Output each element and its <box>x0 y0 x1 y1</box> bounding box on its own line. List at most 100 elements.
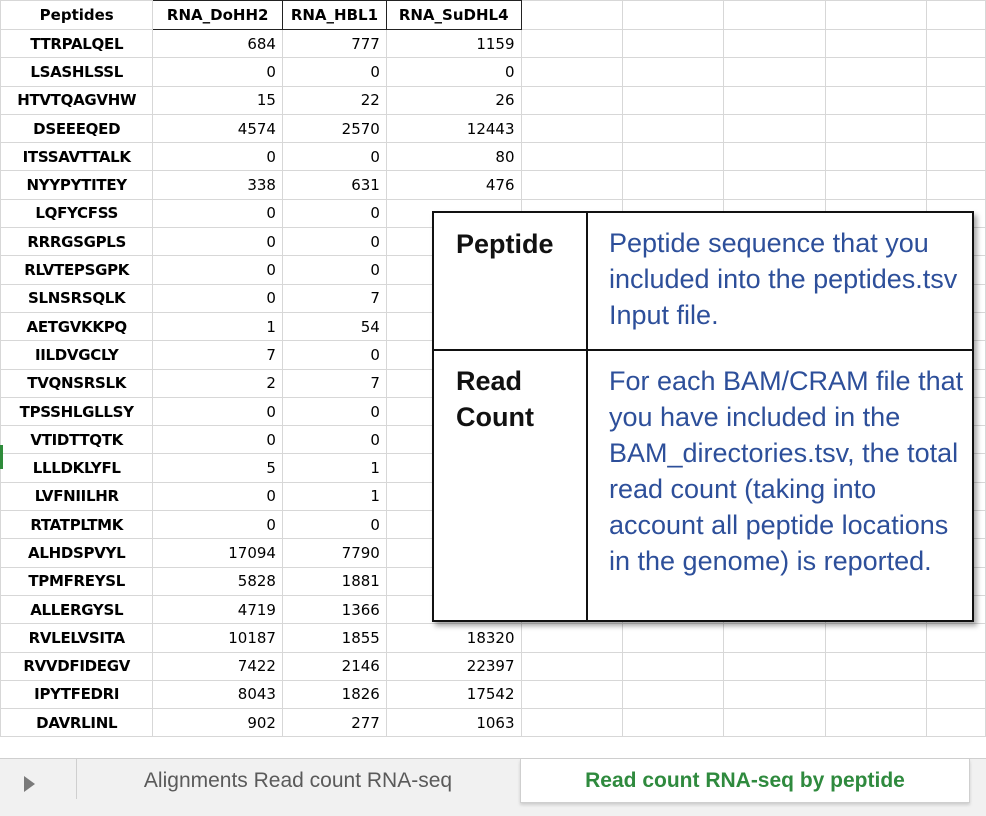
empty-cell[interactable] <box>621 142 725 172</box>
count-cell[interactable]: 5 <box>152 453 283 483</box>
empty-cell[interactable] <box>824 0 928 30</box>
count-cell[interactable]: 22397 <box>385 651 522 681</box>
count-cell[interactable]: 277 <box>281 708 387 738</box>
empty-cell[interactable] <box>520 113 623 144</box>
empty-cell[interactable] <box>723 57 826 87</box>
peptide-cell[interactable]: IILDVGCLY <box>0 340 154 370</box>
empty-cell[interactable] <box>621 170 725 200</box>
count-cell[interactable]: 0 <box>152 142 283 172</box>
count-cell[interactable]: 12443 <box>385 113 522 144</box>
count-cell[interactable]: 631 <box>281 170 387 200</box>
peptide-cell[interactable]: SLNSRSQLK <box>0 283 154 313</box>
peptide-cell[interactable]: LVFNIILHR <box>0 481 154 512</box>
count-cell[interactable]: 0 <box>281 142 387 172</box>
count-cell[interactable]: 7 <box>281 283 387 313</box>
count-cell[interactable]: 4574 <box>152 113 283 144</box>
empty-cell[interactable] <box>621 708 725 738</box>
empty-cell[interactable] <box>926 28 986 59</box>
empty-cell[interactable] <box>926 85 986 115</box>
empty-cell[interactable] <box>926 170 986 200</box>
count-cell[interactable]: 0 <box>152 283 283 313</box>
empty-cell[interactable] <box>520 28 623 59</box>
empty-cell[interactable] <box>926 708 986 738</box>
empty-cell[interactable] <box>824 85 928 115</box>
empty-cell[interactable] <box>926 113 986 144</box>
count-cell[interactable]: 2146 <box>281 651 387 681</box>
count-cell[interactable]: 1855 <box>281 623 387 653</box>
count-cell[interactable]: 5828 <box>152 566 283 596</box>
empty-cell[interactable] <box>723 85 826 115</box>
peptide-cell[interactable]: LLLDKLYFL <box>0 453 154 483</box>
count-cell[interactable]: 0 <box>152 227 283 257</box>
empty-cell[interactable] <box>621 113 725 144</box>
empty-cell[interactable] <box>723 0 826 30</box>
count-cell[interactable]: 18320 <box>385 623 522 653</box>
peptide-cell[interactable]: RRRGSGPLS <box>0 227 154 257</box>
count-cell[interactable]: 1 <box>281 481 387 512</box>
peptide-cell[interactable]: TTRPALQEL <box>0 28 154 59</box>
count-cell[interactable]: 2 <box>152 368 283 398</box>
count-cell[interactable]: 0 <box>281 340 387 370</box>
count-cell[interactable]: 0 <box>385 57 522 87</box>
empty-cell[interactable] <box>621 623 725 653</box>
peptide-cell[interactable]: ITSSAVTTALK <box>0 142 154 172</box>
empty-cell[interactable] <box>520 623 623 653</box>
count-cell[interactable]: 10187 <box>152 623 283 653</box>
peptide-cell[interactable]: TPSSHLGLLSY <box>0 396 154 427</box>
empty-cell[interactable] <box>723 142 826 172</box>
empty-cell[interactable] <box>621 57 725 87</box>
peptide-cell[interactable]: RTATPLTMK <box>0 510 154 540</box>
count-cell[interactable]: 7790 <box>281 538 387 568</box>
column-header[interactable]: RNA_SuDHL4 <box>385 0 522 30</box>
count-cell[interactable]: 0 <box>152 396 283 427</box>
empty-cell[interactable] <box>520 170 623 200</box>
tab-alignments-read-count[interactable]: Alignments Read count RNA-seq <box>143 769 453 792</box>
empty-cell[interactable] <box>824 57 928 87</box>
peptide-cell[interactable]: AETGVKKPQ <box>0 311 154 342</box>
count-cell[interactable]: 0 <box>281 227 387 257</box>
empty-cell[interactable] <box>520 0 623 30</box>
count-cell[interactable]: 22 <box>281 85 387 115</box>
peptide-cell[interactable]: DAVRLINL <box>0 708 154 738</box>
count-cell[interactable]: 1 <box>152 311 283 342</box>
peptide-cell[interactable]: VTIDTTQTK <box>0 425 154 455</box>
count-cell[interactable]: 902 <box>152 708 283 738</box>
empty-cell[interactable] <box>520 85 623 115</box>
count-cell[interactable]: 684 <box>152 28 283 59</box>
empty-cell[interactable] <box>926 651 986 681</box>
count-cell[interactable]: 80 <box>385 142 522 172</box>
empty-cell[interactable] <box>621 651 725 681</box>
count-cell[interactable]: 1881 <box>281 566 387 596</box>
peptide-cell[interactable]: DSEEEQED <box>0 113 154 144</box>
empty-cell[interactable] <box>926 57 986 87</box>
empty-cell[interactable] <box>824 651 928 681</box>
peptide-cell[interactable]: IPYTFEDRI <box>0 679 154 710</box>
count-cell[interactable]: 1 <box>281 453 387 483</box>
column-header[interactable]: Peptides <box>0 0 154 30</box>
empty-cell[interactable] <box>926 0 986 30</box>
empty-cell[interactable] <box>520 708 623 738</box>
empty-cell[interactable] <box>520 651 623 681</box>
empty-cell[interactable] <box>824 28 928 59</box>
empty-cell[interactable] <box>723 679 826 710</box>
count-cell[interactable]: 476 <box>385 170 522 200</box>
empty-cell[interactable] <box>824 113 928 144</box>
empty-cell[interactable] <box>824 708 928 738</box>
peptide-cell[interactable]: ALLERGYSL <box>0 594 154 625</box>
peptide-cell[interactable]: TPMFREYSL <box>0 566 154 596</box>
empty-cell[interactable] <box>824 142 928 172</box>
count-cell[interactable]: 7 <box>152 340 283 370</box>
empty-cell[interactable] <box>723 113 826 144</box>
count-cell[interactable]: 1826 <box>281 679 387 710</box>
count-cell[interactable]: 8043 <box>152 679 283 710</box>
peptide-cell[interactable]: RVVDFIDEGV <box>0 651 154 681</box>
count-cell[interactable]: 15 <box>152 85 283 115</box>
count-cell[interactable]: 0 <box>281 57 387 87</box>
empty-cell[interactable] <box>520 679 623 710</box>
count-cell[interactable]: 1159 <box>385 28 522 59</box>
empty-cell[interactable] <box>926 142 986 172</box>
empty-cell[interactable] <box>621 0 725 30</box>
count-cell[interactable]: 0 <box>152 510 283 540</box>
empty-cell[interactable] <box>723 651 826 681</box>
count-cell[interactable]: 1063 <box>385 708 522 738</box>
